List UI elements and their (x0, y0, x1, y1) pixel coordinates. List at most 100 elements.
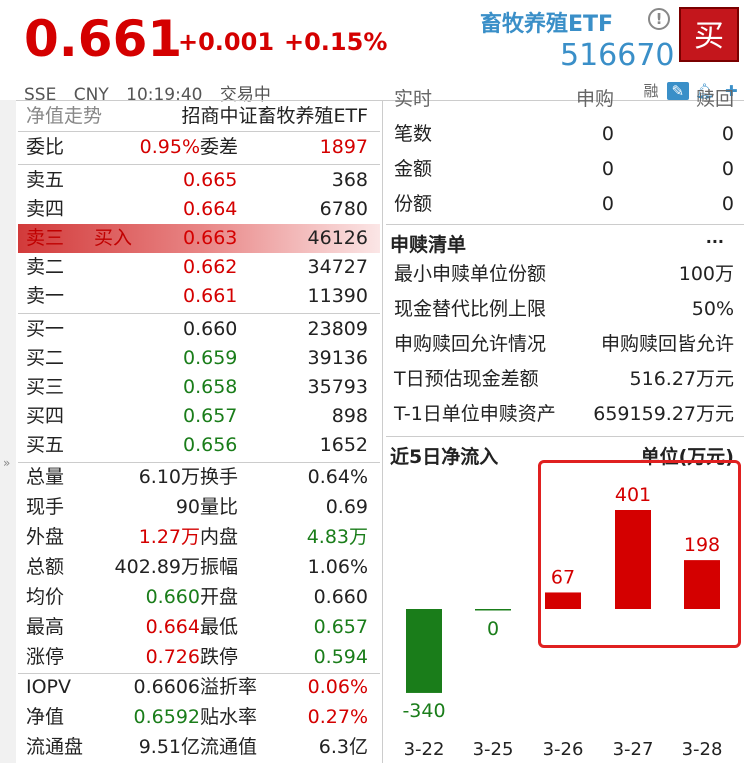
plus-icon[interactable]: ✚ (725, 82, 738, 100)
flow-header-label: 实时 (394, 88, 433, 110)
ask-price: 0.661 (183, 285, 238, 307)
bar-value-label: 67 (551, 566, 575, 588)
ask-volume: 34727 (307, 256, 368, 278)
nav-value: 6.3亿 (318, 736, 368, 758)
stat-label: 总额 (26, 556, 65, 578)
fund-full-name: 招商中证畜牧养殖ETF (181, 105, 368, 127)
bid-price: 0.659 (183, 347, 238, 369)
bid-row[interactable]: 买三 0.658 35793 (18, 373, 380, 402)
list-value: 516.27万元 (629, 368, 734, 390)
ask-price: 0.662 (183, 256, 238, 278)
committee-row: 委比 0.95% 委差 1897 (18, 133, 380, 162)
edit-icon[interactable]: ✎ (666, 82, 689, 100)
nav-value: 0.06% (307, 676, 368, 698)
flow-header-redeem: 赎回 (695, 88, 734, 110)
bid-price: 0.657 (183, 405, 238, 427)
flow-label: 份额 (394, 193, 433, 215)
nav-label: IOPV (26, 676, 72, 698)
nav-row: 净值 0.6592 贴水率 0.27% (18, 703, 380, 732)
stat-label: 最高 (26, 616, 65, 638)
stat-row: 涨停 0.726 跌停 0.594 (18, 643, 380, 672)
nav-label: 流通值 (200, 736, 258, 758)
bid-row[interactable]: 买一 0.660 23809 (18, 315, 380, 344)
nav-label: 贴水率 (200, 706, 258, 728)
price-change: +0.001 (178, 28, 275, 56)
bar-value-label: 198 (684, 534, 720, 556)
expand-icon[interactable]: » (3, 456, 11, 470)
stat-label: 内盘 (200, 526, 239, 548)
redemption-list-title: 申赎清单 (390, 234, 467, 256)
flow-redeem: 0 (721, 123, 734, 145)
ask-label: 卖三 (26, 227, 65, 249)
bar-value-label: 401 (615, 484, 651, 506)
divider (18, 462, 380, 463)
more-button[interactable]: ··· (705, 232, 724, 251)
bar-3-25 (475, 609, 511, 611)
security-name[interactable]: 畜牧养殖ETF (480, 12, 614, 37)
bid-row[interactable]: 买五 0.656 1652 (18, 431, 380, 460)
stat-label: 总量 (26, 466, 65, 488)
panel-divider (382, 100, 383, 763)
last-price: 0.661 (24, 10, 183, 68)
ask-volume: 368 (331, 169, 368, 191)
stat-value: 6.10万 (138, 466, 200, 488)
buy-button[interactable]: 买 (679, 7, 739, 62)
ask-label: 卖五 (26, 169, 65, 191)
ask-volume: 11390 (307, 285, 368, 307)
value-weicha: 1897 (319, 136, 368, 158)
stat-row: 总额 402.89万 振幅 1.06% (18, 553, 380, 582)
ask-row[interactable]: 卖一 0.661 11390 (18, 282, 380, 311)
stat-row: 总量 6.10万 换手 0.64% (18, 463, 380, 492)
flow-redeem: 0 (721, 193, 734, 215)
info-icon[interactable]: ! (648, 8, 670, 30)
chart-highlight-box (538, 460, 741, 648)
stat-row: 最高 0.664 最低 0.657 (18, 613, 380, 642)
stat-label: 现手 (26, 496, 65, 518)
x-tick-label: 3-28 (682, 739, 723, 760)
stat-value: 0.660 (145, 586, 200, 608)
flow-header-row: 实时 申购 赎回 (386, 82, 744, 117)
nav-value: 0.6606 (133, 676, 200, 698)
tab-nav-trend[interactable]: 净值走势 (26, 105, 103, 127)
stat-label: 均价 (26, 586, 65, 608)
divider (386, 436, 744, 437)
margin-label[interactable]: 融 (643, 82, 659, 100)
bar-value-label: -340 (402, 700, 445, 722)
label-weibi: 委比 (26, 136, 65, 158)
buy-mark: 买入 (94, 227, 133, 249)
bar-3-28 (684, 560, 720, 609)
stat-value: 1.06% (307, 556, 368, 578)
bell-icon[interactable]: 🔔︎ (695, 82, 715, 100)
ask-volume: 46126 (307, 227, 368, 249)
stat-value: 0.594 (313, 646, 368, 668)
ask-row[interactable]: 卖四 0.664 6780 (18, 195, 380, 224)
ask-label: 卖一 (26, 285, 65, 307)
ask-row-highlighted[interactable]: 卖三 买入 0.663 46126 (18, 224, 380, 253)
left-title-row: 净值走势 招商中证畜牧养殖ETF (18, 102, 380, 131)
bid-volume: 39136 (307, 347, 368, 369)
chart-title: 近5日净流入 (390, 446, 499, 468)
nav-row: 流通盘 9.51亿 流通值 6.3亿 (18, 733, 380, 762)
list-label: 最小申赎单位份额 (394, 263, 547, 285)
security-code: 516670 (560, 38, 675, 73)
ask-row[interactable]: 卖二 0.662 34727 (18, 253, 380, 282)
bar-value-label: 0 (487, 618, 499, 640)
side-collapse-strip[interactable]: » (0, 100, 16, 763)
ask-row[interactable]: 卖五 0.665 368 (18, 166, 380, 195)
divider (18, 131, 380, 132)
flow-label: 笔数 (394, 123, 433, 145)
bid-row[interactable]: 买二 0.659 39136 (18, 344, 380, 373)
divider (18, 164, 380, 165)
x-tick-label: 3-25 (473, 739, 514, 760)
list-value: 100万 (678, 263, 734, 285)
stat-value: 0.64% (307, 466, 368, 488)
flow-row: 笔数 0 0 (386, 117, 744, 152)
list-label: T日预估现金差额 (394, 368, 539, 390)
ask-label: 卖四 (26, 198, 65, 220)
stat-label: 涨停 (26, 646, 65, 668)
bid-row[interactable]: 买四 0.657 898 (18, 402, 380, 431)
ask-price: 0.664 (183, 198, 238, 220)
stat-value: 0.69 (325, 496, 368, 518)
divider (18, 313, 380, 314)
ask-label: 卖二 (26, 256, 65, 278)
